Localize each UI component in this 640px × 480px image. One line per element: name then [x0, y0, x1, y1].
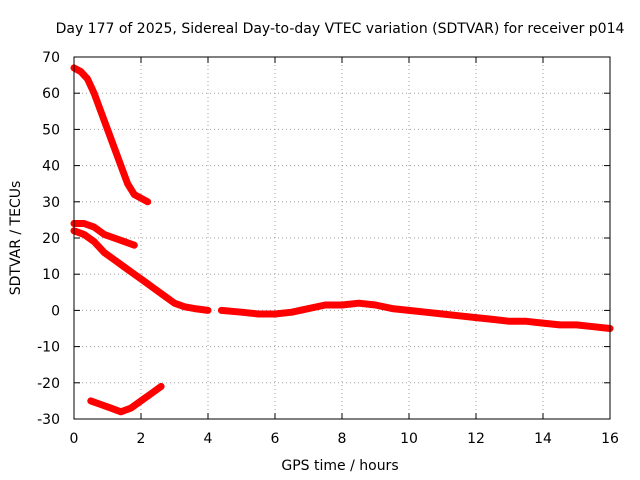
y-tick-label: 10: [42, 267, 60, 283]
data-point: [117, 162, 125, 169]
x-tick-label: 6: [271, 431, 280, 447]
data-point: [389, 305, 396, 312]
data-point: [271, 310, 279, 318]
x-axis-label: GPS time / hours: [281, 458, 398, 474]
data-point: [111, 234, 118, 242]
data-point: [84, 75, 91, 82]
data-point: [305, 305, 312, 312]
data-point: [101, 249, 108, 256]
data-point: [117, 408, 125, 415]
data-point: [101, 231, 108, 238]
data-point: [218, 307, 225, 314]
data-point: [590, 323, 597, 330]
data-point: [104, 126, 111, 133]
y-tick-label: 50: [42, 122, 60, 138]
grid: [74, 57, 610, 419]
data-point: [131, 271, 138, 278]
data-point: [77, 68, 84, 75]
series-arc-low-ascending: [87, 382, 165, 416]
y-tick-label: 30: [42, 195, 60, 211]
y-tick-label: -10: [37, 340, 60, 356]
data-point: [322, 301, 329, 309]
data-point: [131, 191, 138, 198]
data-point: [131, 242, 138, 249]
data-point: [137, 195, 145, 202]
data-point: [111, 256, 118, 263]
data-point: [456, 312, 463, 319]
y-tick-label: 40: [42, 159, 60, 175]
data-point: [204, 307, 212, 314]
data-point: [573, 321, 580, 329]
data-series: [70, 64, 614, 416]
data-point: [137, 397, 145, 405]
data-point: [90, 223, 98, 231]
data-point: [80, 231, 88, 238]
x-tick-label: 12: [467, 431, 485, 447]
data-point: [80, 220, 88, 227]
data-point: [489, 316, 496, 323]
data-point: [171, 300, 178, 307]
data-point: [97, 108, 105, 115]
data-point: [181, 303, 188, 310]
data-point: [151, 285, 158, 292]
y-axis-label: SDTVAR / TECUs: [8, 181, 24, 296]
data-point: [288, 309, 295, 316]
data-point: [405, 307, 413, 314]
x-tick-label: 4: [204, 431, 213, 447]
data-point: [422, 309, 429, 316]
series-arc-long-baseline: [217, 299, 614, 332]
data-point: [90, 90, 98, 97]
y-tick-label: 70: [42, 50, 60, 66]
data-point: [506, 318, 513, 325]
data-point: [141, 278, 148, 285]
data-point: [191, 305, 198, 312]
data-point: [124, 180, 131, 187]
data-point: [523, 318, 530, 325]
data-point: [147, 390, 155, 397]
x-tick-label: 14: [534, 431, 552, 447]
data-point: [472, 314, 480, 321]
data-point: [556, 321, 563, 329]
data-point: [121, 238, 128, 245]
x-tick-label: 16: [601, 431, 619, 447]
x-tick-label: 8: [338, 431, 347, 447]
x-tick-label: 2: [137, 431, 146, 447]
y-tick-label: 20: [42, 231, 60, 247]
data-point: [144, 198, 151, 205]
data-point: [439, 310, 446, 318]
y-tick-label: -20: [37, 376, 60, 392]
data-point: [355, 300, 362, 307]
data-point: [111, 144, 118, 151]
series-arc-high-descending: [70, 64, 152, 206]
data-point: [97, 401, 105, 408]
axis-ticks: 0 2 4 6 8 10 12 14 16 -30 -20 -10 0 10 20 30 40 50 60 70: [37, 50, 619, 447]
data-point: [255, 310, 262, 318]
data-point: [238, 309, 245, 316]
data-point: [121, 263, 128, 271]
chart-title: Day 177 of 2025, Sidereal Day-to-day VTE…: [56, 21, 625, 37]
data-point: [87, 397, 95, 405]
data-point: [161, 292, 168, 300]
data-point: [127, 404, 135, 412]
data-point: [539, 319, 547, 327]
data-point: [107, 404, 115, 412]
y-tick-label: 60: [42, 86, 60, 102]
data-point: [157, 383, 165, 390]
x-tick-label: 10: [400, 431, 418, 447]
y-tick-label: 0: [51, 303, 60, 319]
y-tick-label: -30: [37, 412, 60, 428]
data-point: [338, 301, 346, 309]
data-point: [90, 238, 98, 245]
data-point: [372, 301, 379, 309]
x-tick-label: 0: [70, 431, 79, 447]
